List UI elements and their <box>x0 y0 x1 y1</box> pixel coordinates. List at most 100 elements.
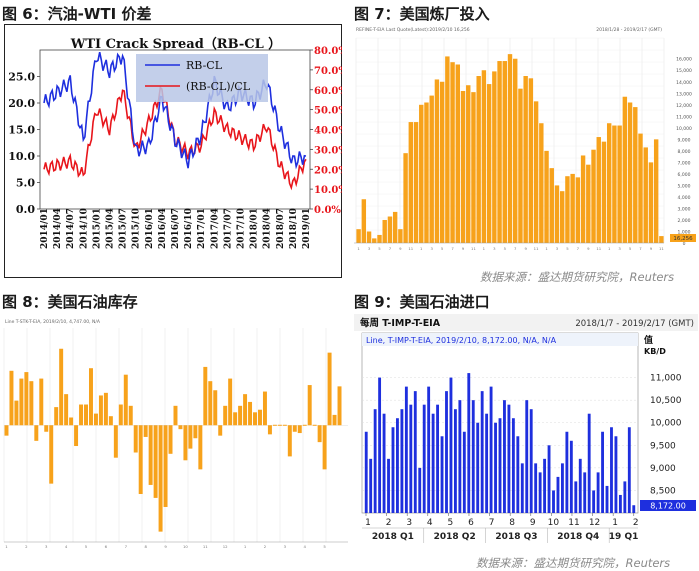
chart2-xtick: 3 <box>618 246 621 251</box>
chart3-bar <box>193 425 198 439</box>
chart1-xtick: 2016/10 <box>184 208 194 249</box>
legend-ratio: (RB-CL)/CL <box>186 80 251 93</box>
chart1-legend: RB-CL (RB-CL)/CL <box>136 54 268 102</box>
chart2-bar <box>591 149 596 243</box>
chart3-bar <box>19 378 24 426</box>
chart4-bar <box>538 472 542 513</box>
chart2-bar <box>612 125 617 243</box>
chart2-bar <box>659 236 664 243</box>
chart3-bar <box>64 394 69 426</box>
chart4-bar <box>511 418 515 513</box>
chart2-ytick: 10,000 <box>676 126 692 132</box>
chart3-bar <box>153 425 158 498</box>
chart4-bar <box>494 422 497 513</box>
chart4-date-range: 2018/1/7 - 2019/2/17 (GMT) <box>575 319 694 329</box>
chart4-bar <box>547 445 551 513</box>
chart2-xtick: 1 <box>608 246 611 251</box>
chart3-bar <box>317 425 322 443</box>
chart2-bar <box>366 231 372 243</box>
chart1-xtick: 2016/07 <box>171 208 181 249</box>
chart4-month-tick: 12 <box>589 518 600 528</box>
chart4-bar <box>574 481 578 513</box>
chart1-xtick: 2018/01 <box>250 208 260 249</box>
chart3-bar <box>297 425 302 434</box>
chart2-bar <box>445 56 450 243</box>
chart3-bar <box>148 425 153 485</box>
chart3-bar <box>118 404 123 426</box>
chart4-bar <box>592 490 596 513</box>
chart3-bar <box>233 412 238 426</box>
chart2-xtick: 9 <box>399 246 402 251</box>
chart4-month-tick: 1 <box>612 518 618 528</box>
chart2-bar <box>653 139 659 243</box>
chart3-xtick: 4 <box>65 544 68 549</box>
chart3-bar <box>228 378 233 426</box>
chart3-bar <box>34 425 39 441</box>
source-note-top: 数据来源：盛达期货研究院，Reuters <box>480 270 675 284</box>
chart2-xtick: 5 <box>566 246 569 251</box>
chart4-bar <box>409 404 413 513</box>
chart4-quarter-label: 2018 Q4 <box>557 532 599 542</box>
chart4-bar <box>578 458 582 513</box>
chart3-bar <box>89 368 93 426</box>
chart4-bar <box>413 391 417 513</box>
chart2-bar <box>455 64 461 243</box>
chart2-xtick: 1 <box>545 246 548 251</box>
chart4-bar <box>605 485 609 513</box>
chart2-ytick: 12,000 <box>676 103 692 109</box>
chart2-xtick: 5 <box>441 246 444 251</box>
chart3-xtick: 1 <box>5 544 8 549</box>
chart4-bar <box>445 391 448 513</box>
source-note-bottom: 数据来源：盛达期货研究院，Reuters <box>476 556 671 570</box>
chart1-xtick: 2015/07 <box>119 208 129 249</box>
chart1-xtick: 2017/01 <box>197 208 207 249</box>
chart4-month-tick: 5 <box>448 518 454 528</box>
chart2-bar <box>486 84 492 243</box>
chart4-bar <box>520 463 524 513</box>
chart3-bar <box>103 392 108 426</box>
chart1-ytick-left: 25.0 <box>8 71 35 84</box>
chart2-bar <box>622 96 628 243</box>
chart4-bar <box>587 413 591 513</box>
chart2-bar <box>408 122 414 243</box>
chart1-ytick-right: 50.0% <box>314 106 342 117</box>
chart3-xtick: 8 <box>144 544 147 549</box>
chart4-bar <box>485 413 489 513</box>
chart2-bar <box>580 155 586 243</box>
chart3-bar <box>332 414 337 426</box>
refinery-input-chart: REFINE-T-EIA Last Quote(Latest):2019/2/1… <box>352 24 698 270</box>
chart2-bar <box>471 92 476 243</box>
chart3-bar <box>322 425 327 470</box>
chart1-ytick-left: 5.0 <box>16 177 35 190</box>
chart1-ytick-right: 10.0% <box>314 185 342 196</box>
chart3-xtick: 3 <box>284 544 287 549</box>
chart1-xtick: 2017/04 <box>210 208 220 249</box>
chart2-bar <box>596 137 601 243</box>
chart4-month-tick: 1 <box>365 518 371 528</box>
chart2-ytick: 16,000 <box>676 57 692 63</box>
chart3-xtick: 9 <box>164 544 167 549</box>
chart2-xtick: 7 <box>389 246 392 251</box>
chart3-bar <box>143 425 148 437</box>
chart2-xtick: 3 <box>493 246 496 251</box>
chart3-bar <box>173 405 178 426</box>
chart2-bar <box>382 219 387 243</box>
chart1-xtick: 2018/07 <box>276 208 286 249</box>
chart4-bar <box>507 404 511 513</box>
chart2-bar <box>439 81 445 244</box>
chart2-bar <box>518 88 523 243</box>
chart3-xtick: 5 <box>85 544 88 549</box>
chart2-bar <box>648 162 654 243</box>
chart3-bar <box>168 425 173 454</box>
chart3-bar <box>123 374 128 426</box>
chart3-bar <box>292 425 297 432</box>
chart2-xtick: 3 <box>430 246 433 251</box>
chart2-bar <box>565 176 570 243</box>
chart2-latest-label: 16,256 <box>673 236 693 242</box>
chart4-month-tick: 2 <box>386 518 392 528</box>
chart3-xtick: 2 <box>264 544 267 549</box>
chart3-bar <box>14 400 19 426</box>
chart2-bar <box>570 173 575 243</box>
chart4-bar <box>601 431 604 513</box>
chart1-ytick-right: 30.0% <box>314 145 342 156</box>
